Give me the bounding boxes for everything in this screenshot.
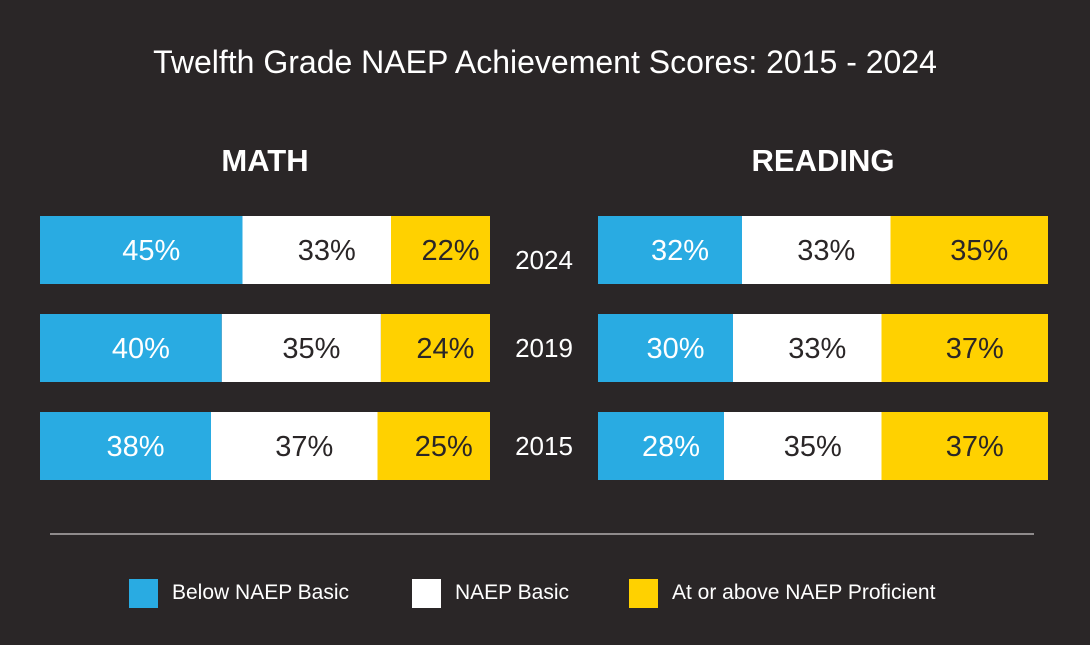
math-label-2019-below-basic: 40% (112, 333, 170, 365)
legend-item-below-basic: Below NAEP Basic (129, 578, 349, 608)
reading-label-2024-basic: 33% (797, 235, 855, 267)
math-bar-2024-proficient (391, 216, 490, 284)
reading-panel-title: READING (751, 143, 895, 178)
reading-bar-2019-proficient (881, 314, 1048, 382)
legend-label-proficient: At or above NAEP Proficient (672, 581, 936, 604)
year-label-2024: 2024 (515, 245, 573, 275)
reading-label-2024-proficient: 35% (950, 235, 1008, 267)
legend: Below NAEP Basic NAEP Basic At or above … (0, 578, 1090, 608)
legend-swatch-proficient (629, 578, 658, 608)
math-bar-2015-basic (211, 412, 378, 480)
math-label-2015-proficient: 25% (415, 431, 473, 463)
legend-item-basic: NAEP Basic (412, 578, 569, 608)
reading-bar-2019-basic (733, 314, 882, 382)
math-bar-2019-below-basic (40, 314, 222, 382)
reading-label-2019-basic: 33% (788, 333, 846, 365)
math-bar-2019-basic (221, 314, 381, 382)
reading-bar-2024-below-basic (598, 216, 742, 284)
reading-label-2019-below-basic: 30% (646, 333, 704, 365)
legend-label-basic: NAEP Basic (455, 581, 569, 604)
divider (50, 533, 1034, 535)
reading-bar-2024-basic (742, 216, 891, 284)
math-label-2015-basic: 37% (275, 431, 333, 463)
math-bar-2024-below-basic (40, 216, 243, 284)
math-bar-2015-below-basic (40, 412, 211, 480)
math-panel-title: MATH (221, 143, 309, 178)
reading-label-2019-proficient: 37% (946, 333, 1004, 365)
math-bar-2024-basic (242, 216, 391, 284)
reading-label-2015-proficient: 37% (946, 431, 1004, 463)
reading-bar-2019-below-basic (598, 314, 733, 382)
reading-label-2015-below-basic: 28% (642, 431, 700, 463)
math-label-2024-proficient: 22% (421, 235, 479, 267)
math-bar-2015-proficient (377, 412, 490, 480)
year-label-2015: 2015 (515, 431, 573, 461)
math-label-2019-proficient: 24% (416, 333, 474, 365)
math-label-2015-below-basic: 38% (106, 431, 164, 463)
reading-bar-2015-proficient (881, 412, 1048, 480)
reading-label-2015-basic: 35% (784, 431, 842, 463)
reading-bar-2015-basic (724, 412, 882, 480)
legend-swatch-basic (412, 578, 441, 608)
math-label-2019-basic: 35% (282, 333, 340, 365)
chart-title: Twelfth Grade NAEP Achievement Scores: 2… (153, 44, 937, 80)
year-label-2019: 2019 (515, 333, 573, 363)
legend-swatch-below-basic (129, 578, 158, 608)
legend-label-below-basic: Below NAEP Basic (172, 581, 350, 604)
reading-bar-2024-proficient (890, 216, 1048, 284)
reading-bar-2015-below-basic (598, 412, 724, 480)
math-label-2024-basic: 33% (298, 235, 356, 267)
reading-label-2024-below-basic: 32% (651, 235, 709, 267)
math-label-2024-below-basic: 45% (122, 235, 180, 267)
math-bar-2019-proficient (380, 314, 490, 382)
legend-item-proficient: At or above NAEP Proficient (629, 578, 935, 608)
